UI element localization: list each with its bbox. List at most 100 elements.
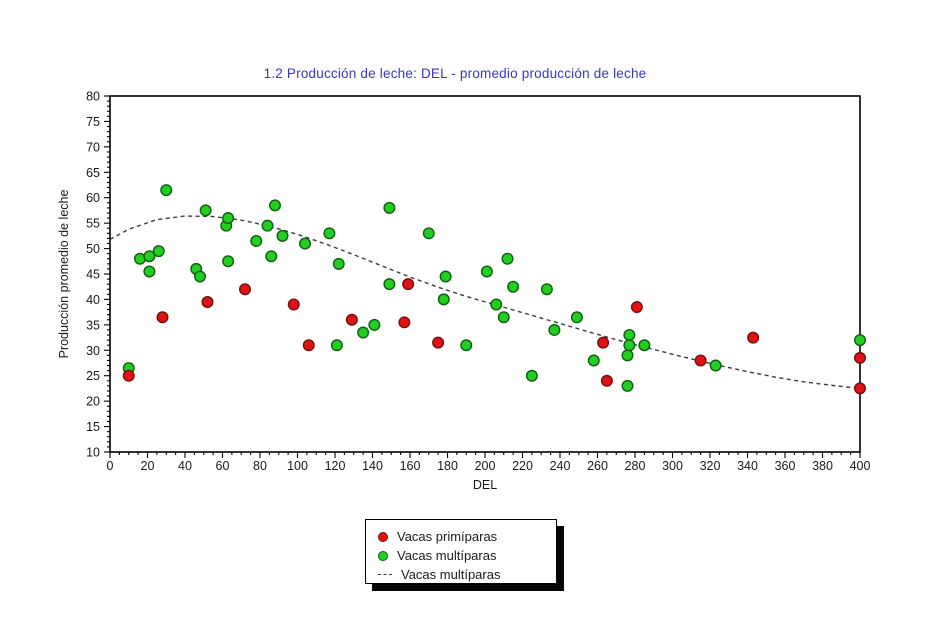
trend-line-multiparas [109,215,861,390]
legend-label-trendline: Vacas multíparas [401,567,501,582]
x-tick-label: 220 [512,459,533,473]
data-point-multiparas [638,339,651,352]
x-tick-label: 0 [107,459,114,473]
data-point-multiparas [709,359,722,372]
data-point-primiparas [345,313,358,326]
data-point-primiparas [600,374,613,387]
y-axis-label: Producción promedio de leche [57,190,71,359]
data-point-multiparas [570,311,583,324]
data-point-primiparas [156,311,169,324]
data-point-primiparas [122,369,135,382]
data-point-multiparas [501,252,514,265]
data-point-multiparas [383,201,396,214]
data-point-multiparas [460,339,473,352]
data-point-multiparas [250,234,263,247]
y-tick-label: 70 [86,140,100,154]
data-point-multiparas [152,245,165,258]
data-point-multiparas [490,298,503,311]
x-tick-label: 400 [850,459,871,473]
x-tick-label: 260 [587,459,608,473]
x-tick-label: 40 [178,459,192,473]
y-tick-label: 20 [86,395,100,409]
y-tick-label: 35 [86,318,100,332]
x-tick-label: 200 [475,459,496,473]
y-tick-label: 40 [86,293,100,307]
data-point-multiparas [222,212,235,225]
data-point-multiparas [160,184,173,197]
data-point-multiparas [507,280,520,293]
legend-entry-multiparas: Vacas multíparas [378,546,556,565]
data-point-multiparas [422,227,435,240]
data-point-primiparas [694,354,707,367]
data-point-multiparas [623,339,636,352]
data-point-multiparas [480,265,493,278]
data-point-multiparas [261,219,274,232]
x-tick-label: 280 [625,459,646,473]
data-point-primiparas [402,278,415,291]
data-point-multiparas [276,229,289,242]
data-point-multiparas [621,379,634,392]
y-tick-label: 55 [86,217,100,231]
data-point-multiparas [323,227,336,240]
data-point-multiparas [368,318,381,331]
x-tick-label: 360 [775,459,796,473]
legend-box: Vacas primíparas Vacas multíparas Vacas … [365,519,557,584]
y-tick-label: 30 [86,344,100,358]
data-point-multiparas [143,250,156,263]
x-tick-label: 20 [141,459,155,473]
data-point-multiparas [330,339,343,352]
scatter-plot-canvas: 0 20 40 60 80 100 120 140 160 180 200 220 240 260 280 3… [57,90,871,493]
data-point-multiparas [540,283,553,296]
data-point-primiparas [302,339,315,352]
data-point-multiparas [269,199,282,212]
x-tick-label: 100 [287,459,308,473]
x-tick-label: 140 [362,459,383,473]
data-point-primiparas [597,336,610,349]
x-tick-label: 380 [812,459,833,473]
legend-label-multiparas: Vacas multíparas [397,548,497,563]
data-point-multiparas [143,265,156,278]
legend-entry-trendline: Vacas multíparas [378,565,556,584]
data-point-multiparas [199,204,212,217]
data-point-multiparas [623,329,636,342]
x-tick-label: 320 [700,459,721,473]
data-point-primiparas [238,283,251,296]
data-point-primiparas [432,336,445,349]
data-point-primiparas [854,351,867,364]
data-point-multiparas [548,323,561,336]
data-point-primiparas [854,382,867,395]
x-tick-label: 240 [550,459,571,473]
data-point-multiparas [383,278,396,291]
y-tick-label: 80 [86,90,100,104]
x-tick-label: 180 [437,459,458,473]
data-point-multiparas [525,369,538,382]
data-point-multiparas [299,237,312,250]
legend-marker-multiparas-icon [378,550,388,561]
data-point-multiparas [439,270,452,283]
x-tick-label: 160 [400,459,421,473]
legend-marker-primiparas-icon [378,531,388,542]
x-tick-label: 80 [253,459,267,473]
y-tick-label: 65 [86,166,100,180]
x-tick-label: 120 [325,459,346,473]
data-point-multiparas [621,349,634,362]
y-tick-label: 60 [86,191,100,205]
y-tick-label: 75 [86,115,100,129]
data-point-multiparas [437,293,450,306]
legend-label-primiparas: Vacas primíparas [397,529,498,544]
data-point-multiparas [587,354,600,367]
x-tick-label: 60 [216,459,230,473]
legend-marker-trendline-icon [378,574,392,575]
x-tick-label: 300 [662,459,683,473]
y-tick-label: 10 [86,446,100,460]
y-tick-label: 45 [86,268,100,282]
data-point-multiparas [497,311,510,324]
data-point-multiparas [332,257,345,270]
data-point-primiparas [630,301,643,314]
y-tick-label: 25 [86,369,100,383]
data-point-primiparas [747,331,760,344]
data-point-primiparas [398,316,411,329]
legend-entry-primiparas: Vacas primíparas [378,527,556,546]
data-point-multiparas [357,326,370,339]
